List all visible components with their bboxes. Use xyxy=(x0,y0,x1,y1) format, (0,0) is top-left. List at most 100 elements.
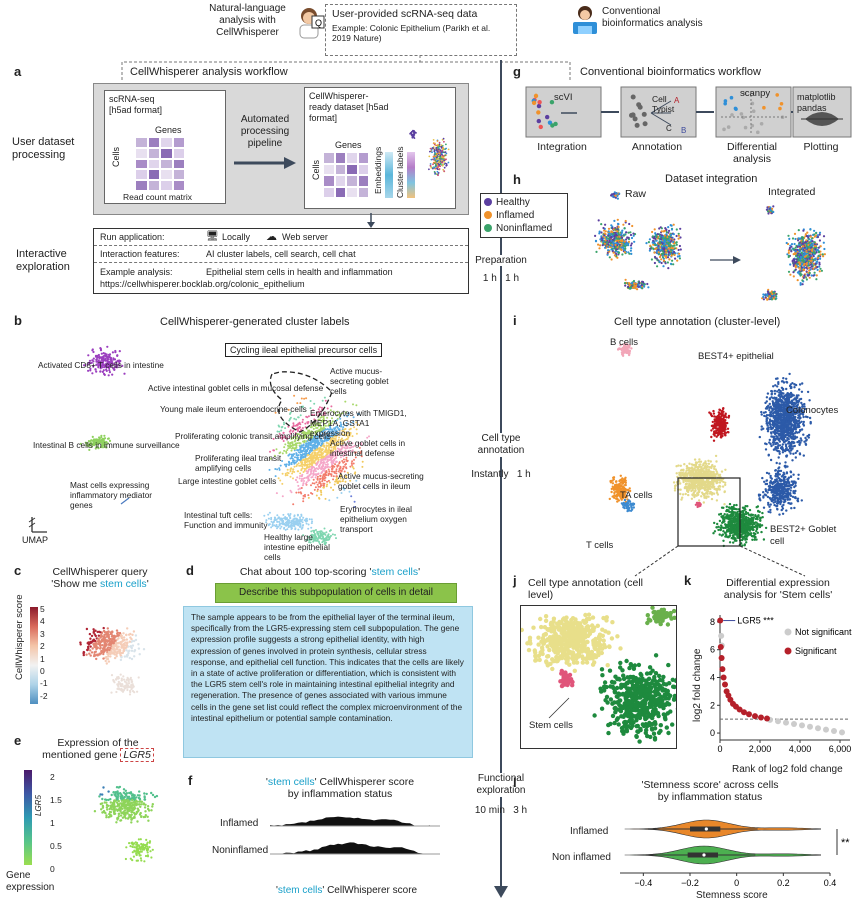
cell-point xyxy=(327,479,330,482)
cell-point xyxy=(332,447,335,450)
cell-point xyxy=(792,263,795,266)
cell-point xyxy=(313,413,316,416)
cell-point xyxy=(297,484,300,487)
cell-point xyxy=(601,239,604,242)
describe-subpopulation-button[interactable]: Describe this subpopulation of cells in … xyxy=(215,583,457,603)
cell-point xyxy=(348,449,351,452)
cell-point xyxy=(672,223,675,226)
cell-point xyxy=(291,519,293,522)
cell-point xyxy=(633,285,637,289)
cluster-label[interactable]: Proliferating colonic transit amplifying… xyxy=(175,431,331,441)
cluster-label[interactable]: Intestinal tuft cells: Function and immu… xyxy=(184,510,268,530)
cell-point xyxy=(272,520,275,523)
chat-response: The sample appears to be from the epithe… xyxy=(183,606,473,758)
cluster-label[interactable]: Mast cells expressing inflammatory media… xyxy=(70,480,153,510)
cluster-label[interactable]: Intestinal B cells in immune surveillanc… xyxy=(33,440,180,450)
cell-point xyxy=(294,461,297,464)
cell-point xyxy=(101,806,105,809)
cell-point xyxy=(311,533,314,536)
cell-point xyxy=(103,631,107,634)
cell-point xyxy=(115,786,119,789)
cell-point xyxy=(341,445,344,448)
cell-point xyxy=(282,519,285,522)
cell-point xyxy=(621,253,624,256)
cell-point xyxy=(319,423,321,425)
cluster-label[interactable]: Young male ileum enteroendocrine cells xyxy=(160,404,307,414)
cell-point xyxy=(289,441,292,444)
cell-point xyxy=(769,209,772,212)
cell-point xyxy=(550,123,555,128)
cell-point xyxy=(111,802,115,805)
legend-dot xyxy=(484,211,492,220)
timeline-left-time: 1 h xyxy=(482,273,497,284)
cell-point xyxy=(318,480,321,483)
cycling-label-box[interactable]: Cycling ileal epithelial precursor cells xyxy=(225,343,383,357)
run-application-label[interactable]: Run application: xyxy=(100,232,165,242)
cell-point xyxy=(129,804,133,807)
cell-point xyxy=(115,366,118,369)
cluster-label[interactable]: Proliferating ileal transit amplifying c… xyxy=(195,453,282,473)
cell-point xyxy=(128,800,131,803)
cluster-label[interactable]: Erythrocytes in ileal epithelium oxygen … xyxy=(340,504,412,534)
example-url[interactable]: https://cellwhisperer.bocklab.org/coloni… xyxy=(100,279,305,289)
cell-point xyxy=(322,474,325,477)
cell-point xyxy=(314,435,317,438)
cell-point xyxy=(606,253,609,256)
cell-point xyxy=(293,394,296,397)
cell-point xyxy=(805,239,808,242)
cell-point xyxy=(368,435,370,438)
cell-point xyxy=(300,405,303,408)
cluster-label[interactable]: Large intestine goblet cells xyxy=(178,476,277,486)
cell-point xyxy=(265,521,268,524)
cluster-label[interactable]: Active goblet cells in intestinal defens… xyxy=(330,438,406,458)
cell-point xyxy=(108,643,111,646)
cell-point xyxy=(132,816,135,820)
cell-point xyxy=(603,242,607,245)
cluster-label[interactable]: Active mucus-secreting goblet cells xyxy=(330,366,389,396)
cell-point xyxy=(641,287,644,290)
cell-point xyxy=(303,441,306,444)
cell-point xyxy=(615,239,618,242)
cell-point xyxy=(318,497,321,500)
cluster-label[interactable]: Healthy large intestine epithelial cells xyxy=(264,532,330,562)
cell-point xyxy=(328,444,331,447)
cell-point xyxy=(315,444,318,447)
cell-point xyxy=(299,457,302,460)
cluster-label[interactable]: Enterocytes with TMIGD1, MEP1A, GSTA1 ex… xyxy=(310,408,407,438)
cell-point xyxy=(98,795,101,798)
cell-point xyxy=(88,443,91,446)
cell-point xyxy=(294,434,297,437)
cell-point xyxy=(111,351,114,354)
cell-point xyxy=(329,466,331,469)
cell-point xyxy=(338,452,341,455)
cell-point xyxy=(299,402,302,405)
cluster-label[interactable]: Active mucus-secreting goblet cells in i… xyxy=(338,471,424,491)
cell-point xyxy=(787,270,791,273)
example-analysis-label: Example analysis: xyxy=(100,267,173,277)
cluster-label[interactable]: Active intestinal goblet cells in mucosa… xyxy=(148,383,324,393)
cell-point xyxy=(805,278,808,281)
cell-point xyxy=(312,471,315,473)
cell-point xyxy=(791,237,795,240)
locally-option[interactable]: Locally xyxy=(222,232,251,242)
cell-point xyxy=(132,685,135,688)
cell-point xyxy=(128,806,131,809)
cell-point xyxy=(444,154,446,157)
cell-point xyxy=(625,238,628,241)
cell-point xyxy=(807,274,810,277)
cell-point xyxy=(294,456,296,459)
cell-point xyxy=(641,280,644,283)
cell-point xyxy=(133,639,136,643)
cell-point xyxy=(662,248,665,251)
cell-point xyxy=(411,134,414,137)
cell-point xyxy=(335,419,338,422)
cell-point xyxy=(312,424,315,427)
cell-point xyxy=(106,627,109,630)
cell-point xyxy=(674,257,677,260)
cell-point xyxy=(105,354,108,358)
cell-point xyxy=(668,258,671,261)
cell-point xyxy=(151,793,155,797)
web-server-option[interactable]: Web server xyxy=(282,232,328,242)
cell-point xyxy=(340,492,343,494)
cluster-label[interactable]: Activated CD8+ T cells in intestine xyxy=(38,360,164,370)
